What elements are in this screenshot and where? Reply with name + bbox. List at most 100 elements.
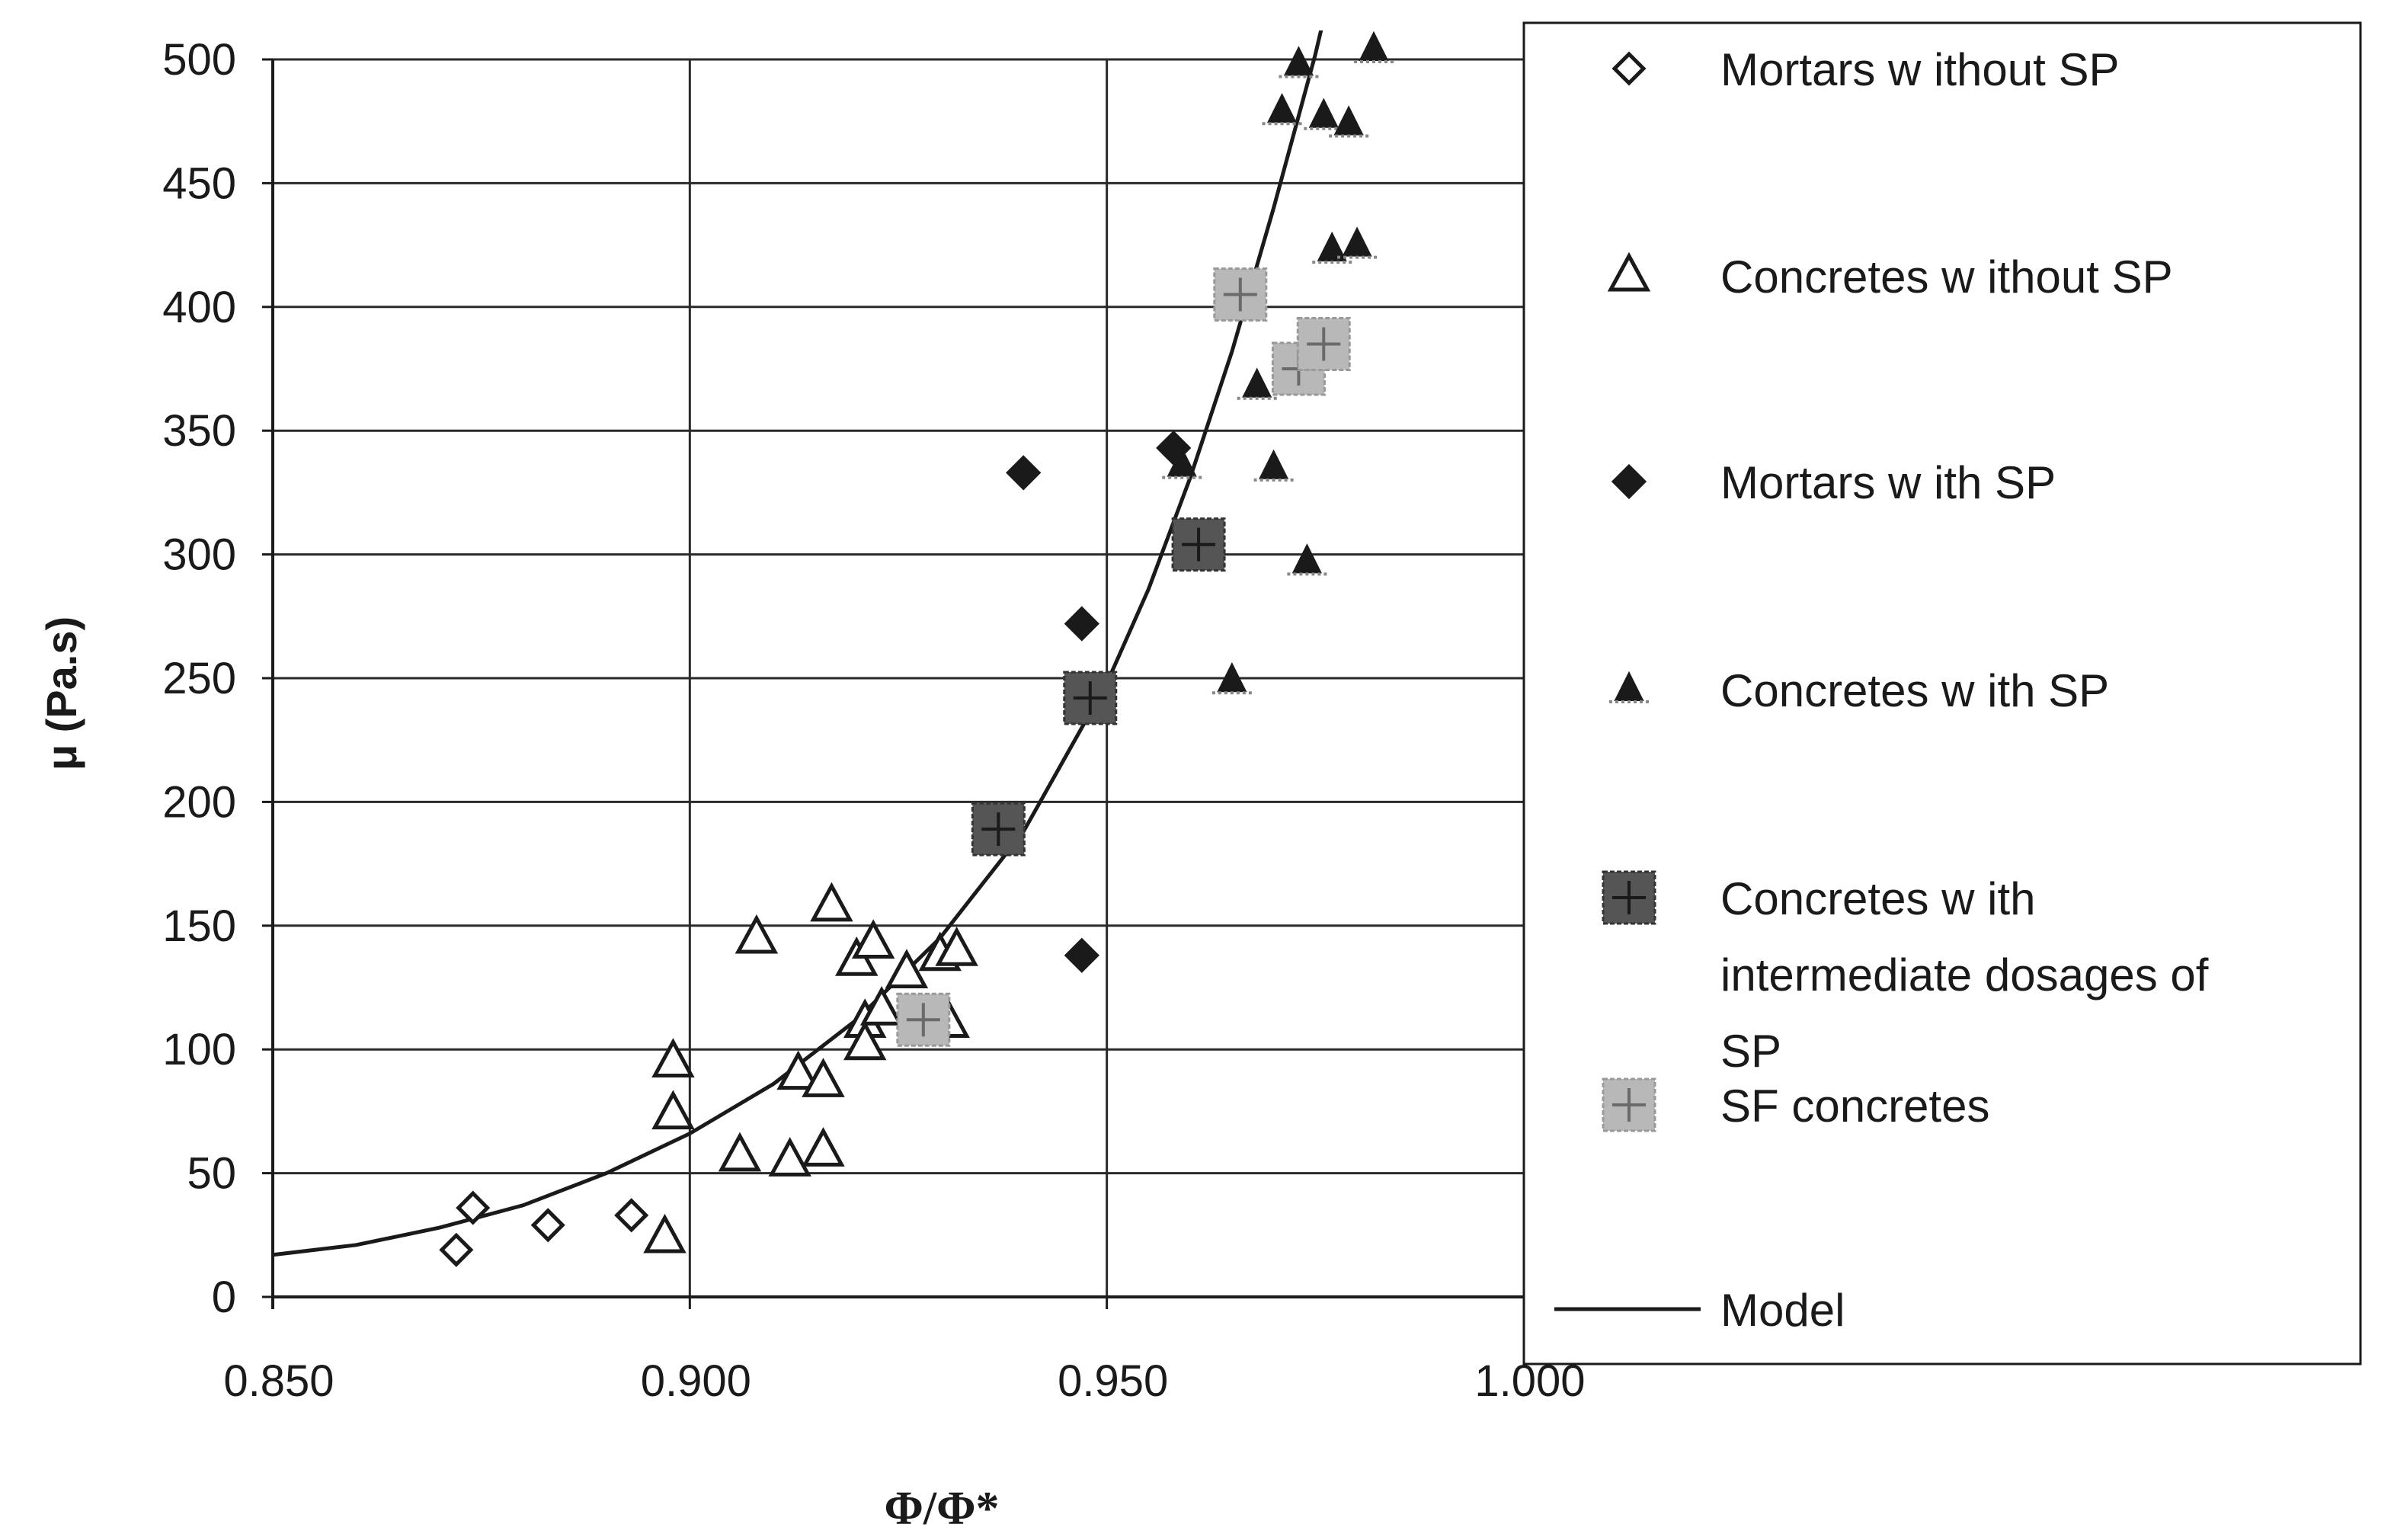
- marker-shape: [971, 802, 1026, 856]
- data-point: [456, 1190, 491, 1225]
- legend-item: Concretes w ith SP: [1609, 665, 2109, 716]
- legend-item: Concretes w ith intermediate dosages of SP: [1602, 870, 2209, 1077]
- data-point: [1211, 662, 1252, 695]
- legend-label-line: Concretes w ith: [1720, 873, 2036, 924]
- y-axis-title: μ (Pa.s): [37, 616, 85, 770]
- data-point: [1064, 606, 1099, 642]
- data-point: [1253, 449, 1294, 482]
- marker-shape: [1611, 463, 1647, 500]
- data-point: [718, 1132, 762, 1172]
- marker-shape: [439, 1232, 474, 1267]
- data-point: [971, 802, 1026, 856]
- legend-item: SF concretes: [1602, 1077, 1989, 1132]
- data-point: [851, 919, 895, 959]
- marker-shape: [456, 1190, 491, 1225]
- data-point: [776, 1050, 820, 1090]
- data-point: [1304, 98, 1344, 130]
- marker-shape: [768, 1137, 811, 1177]
- y-tick-label: 200: [162, 777, 236, 827]
- legend-item: Model: [1554, 1285, 1845, 1336]
- legend-marker: [1611, 51, 1647, 86]
- data-point: [810, 882, 853, 922]
- data-point: [1171, 517, 1226, 572]
- series-triangle-filled: [1162, 30, 1394, 695]
- data-point: [1279, 46, 1319, 78]
- y-tick-label: 50: [187, 1149, 236, 1199]
- legend-item: Concretes w ithout SP: [1607, 251, 2173, 303]
- marker-shape: [776, 1050, 820, 1090]
- marker-shape: [1064, 606, 1099, 642]
- series-square-light: [896, 267, 1351, 1047]
- series-diamond-open: [439, 1190, 649, 1267]
- data-point: [1312, 231, 1352, 264]
- legend-label-line: SP: [1720, 1026, 1781, 1077]
- data-point: [843, 1020, 887, 1061]
- data-point: [1237, 367, 1277, 400]
- marker-shape: [718, 1132, 762, 1172]
- legend-label: Model: [1720, 1285, 1845, 1336]
- legend-marker: [1609, 671, 1649, 703]
- data-point: [802, 1058, 845, 1097]
- marker-shape: [885, 949, 929, 989]
- marker-shape: [735, 914, 779, 954]
- data-point: [651, 1090, 695, 1130]
- legend-label: SF concretes: [1720, 1081, 1989, 1132]
- data-point: [1262, 92, 1302, 126]
- data-point: [651, 1038, 695, 1077]
- marker-shape: [859, 986, 904, 1026]
- y-tick-label: 300: [162, 530, 236, 580]
- data-point: [1337, 226, 1378, 259]
- data-point: [1006, 455, 1042, 491]
- x-tick-label: 0.850: [223, 1356, 334, 1406]
- marker-shape: [1006, 455, 1042, 491]
- legend: Mortars w ithout SP Concretes w ithout SP…: [1522, 21, 2362, 1366]
- data-point: [885, 949, 929, 989]
- y-tick-label: 150: [162, 901, 236, 951]
- y-tick-label: 250: [162, 654, 236, 703]
- data-point: [643, 1213, 687, 1253]
- y-tick-label: 500: [162, 35, 236, 85]
- y-tick-label: 450: [162, 158, 236, 208]
- y-tick-label: 350: [162, 406, 236, 456]
- legend-label: Mortars w ithout SP: [1720, 44, 2120, 95]
- series-triangle-open: [643, 882, 978, 1253]
- y-tick-label: 100: [162, 1025, 236, 1074]
- marker-shape: [1607, 251, 1651, 292]
- marker-shape: [802, 1058, 845, 1097]
- data-point: [802, 1127, 845, 1167]
- marker-shape: [935, 927, 978, 966]
- legend-box: [1522, 21, 2362, 1366]
- legend-marker: [1607, 251, 1651, 292]
- data-point: [735, 914, 779, 954]
- data-point: [896, 992, 951, 1047]
- data-point: [614, 1198, 649, 1233]
- marker-shape: [651, 1090, 695, 1130]
- marker-shape: [810, 882, 853, 922]
- marker-shape: [843, 1020, 887, 1061]
- data-point: [935, 927, 978, 966]
- legend-marker: [1611, 463, 1647, 500]
- legend-marker: [1602, 1077, 1656, 1132]
- legend-label: Concretes w ithout SP: [1720, 251, 2173, 303]
- data-point: [1353, 30, 1394, 64]
- data-point: [1064, 937, 1099, 973]
- marker-shape: [651, 1038, 695, 1077]
- data-point: [768, 1137, 811, 1177]
- marker-shape: [1611, 51, 1647, 86]
- data-point: [1287, 543, 1327, 576]
- marker-shape: [614, 1198, 649, 1233]
- tick-labels: 0 50 100 150 200 250 300 350 400 450 500 0.850 0.900…: [162, 35, 1585, 1406]
- y-tick-label: 400: [162, 283, 236, 332]
- data-points: [439, 30, 1394, 1267]
- marker-shape: [802, 1127, 845, 1167]
- marker-shape: [851, 919, 895, 959]
- data-point: [1162, 447, 1202, 479]
- legend-item: Mortars w ithout SP: [1611, 44, 2120, 95]
- legend-label-line: intermediate dosages of: [1720, 949, 2209, 1001]
- y-tick-label: 0: [212, 1273, 236, 1322]
- data-point: [439, 1232, 474, 1267]
- data-point: [530, 1208, 565, 1243]
- data-point: [1213, 267, 1268, 322]
- data-point: [859, 986, 904, 1026]
